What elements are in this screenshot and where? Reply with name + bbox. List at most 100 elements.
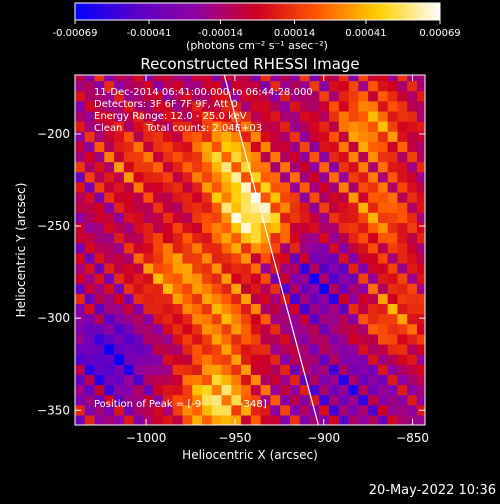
heatmap-cell (84, 303, 96, 315)
heatmap-cell (329, 222, 340, 234)
heatmap-cell (309, 75, 320, 82)
heatmap-cell (84, 171, 96, 183)
heatmap-cell (114, 222, 125, 234)
heatmap-cell (368, 333, 379, 345)
heatmap-cell (104, 110, 115, 122)
heatmap-cell (289, 283, 301, 294)
heatmap-cell (172, 303, 184, 315)
heatmap-cell (94, 212, 105, 223)
heatmap-cell (241, 323, 252, 335)
heatmap-cell (143, 262, 154, 274)
heatmap-cell (407, 131, 418, 142)
heatmap-cell (289, 110, 301, 122)
heatmap-cell (280, 242, 291, 254)
heatmap-cell (387, 121, 399, 132)
heatmap-cell (377, 141, 389, 153)
heatmap-cell (377, 364, 389, 375)
heatmap-cell (162, 354, 174, 365)
heatmap-cell (172, 323, 184, 335)
heatmap-cell (221, 343, 232, 355)
heatmap-cell (211, 404, 223, 416)
heatmap-cell (289, 80, 301, 92)
heatmap-cell (114, 151, 125, 163)
heatmap-cell (358, 273, 369, 284)
heatmap-cell (299, 414, 311, 425)
heatmap-cell (202, 394, 213, 406)
heatmap-cell (202, 303, 213, 315)
heatmap-cell (182, 414, 193, 425)
heatmap-cell (162, 222, 174, 234)
heatmap-cell (397, 333, 408, 345)
heatmap-cell (143, 100, 154, 112)
heatmap-cell (270, 364, 281, 375)
heatmap-cell (358, 181, 369, 193)
heatmap-cell (407, 222, 418, 234)
heatmap-cell (84, 151, 96, 163)
heatmap-cell (84, 374, 96, 386)
heatmap-cell (348, 333, 359, 345)
heatmap-cell (114, 161, 125, 173)
heatmap-cell (397, 191, 408, 203)
heatmap-cell (162, 100, 174, 112)
chart-title: Reconstructed RHESSI Image (140, 55, 359, 73)
heatmap-cell (84, 131, 96, 142)
heatmap-cell (260, 252, 272, 264)
heatmap-cell (75, 283, 86, 294)
heatmap-cell (162, 90, 174, 102)
heatmap-cell (114, 90, 125, 102)
heatmap-cell (241, 313, 252, 325)
heatmap-cell (250, 414, 262, 425)
heatmap-cell (270, 222, 281, 234)
heatmap-cell (104, 242, 115, 254)
heatmap-cell (280, 181, 291, 193)
heatmap-cell (94, 171, 105, 183)
heatmap-cell (133, 333, 145, 345)
heatmap-cell (348, 181, 359, 193)
heatmap-cell (192, 171, 203, 183)
heatmap-cell (84, 80, 96, 92)
heatmap-cell (172, 100, 184, 112)
heatmap-cell (299, 121, 311, 132)
heatmap-cell (94, 100, 105, 112)
heatmap-cell (192, 161, 203, 173)
heatmap-cell (202, 232, 213, 244)
heatmap-cell (299, 202, 311, 213)
heatmap-cell (387, 202, 399, 213)
heatmap-cell (192, 343, 203, 355)
heatmap-cell (123, 283, 135, 294)
heatmap-cell (417, 273, 425, 284)
heatmap-cell (348, 273, 359, 284)
heatmap-cell (162, 414, 174, 425)
heatmap-cell (84, 75, 96, 82)
heatmap-cell (172, 181, 184, 193)
heatmap-cell (182, 313, 193, 325)
heatmap-cell (192, 323, 203, 335)
heatmap-cell (153, 222, 164, 234)
heatmap-cell (338, 293, 350, 305)
heatmap-cell (417, 242, 425, 254)
heatmap-cell (329, 414, 340, 425)
heatmap-cell (348, 100, 359, 112)
heatmap-cell (162, 394, 174, 406)
heatmap-cell (397, 151, 408, 163)
heatmap-cell (260, 313, 272, 325)
heatmap-cell (280, 151, 291, 163)
heatmap-cell (250, 333, 262, 345)
heatmap-cell (211, 202, 223, 213)
heatmap-cell (162, 252, 174, 264)
heatmap-cell (192, 222, 203, 234)
heatmap-cell (270, 303, 281, 315)
heatmap-cell (162, 384, 174, 396)
heatmap-cell (280, 110, 291, 122)
heatmap-cell (143, 343, 154, 355)
heatmap-cell (114, 181, 125, 193)
heatmap-cell (241, 252, 252, 264)
heatmap-cell (162, 110, 174, 122)
heatmap-cell (338, 262, 350, 274)
heatmap-cell (104, 343, 115, 355)
heatmap-cell (231, 364, 242, 375)
heatmap-cell (104, 75, 115, 82)
heatmap-cell (358, 161, 369, 173)
heatmap-cell (348, 323, 359, 335)
heatmap-cell (417, 262, 425, 274)
